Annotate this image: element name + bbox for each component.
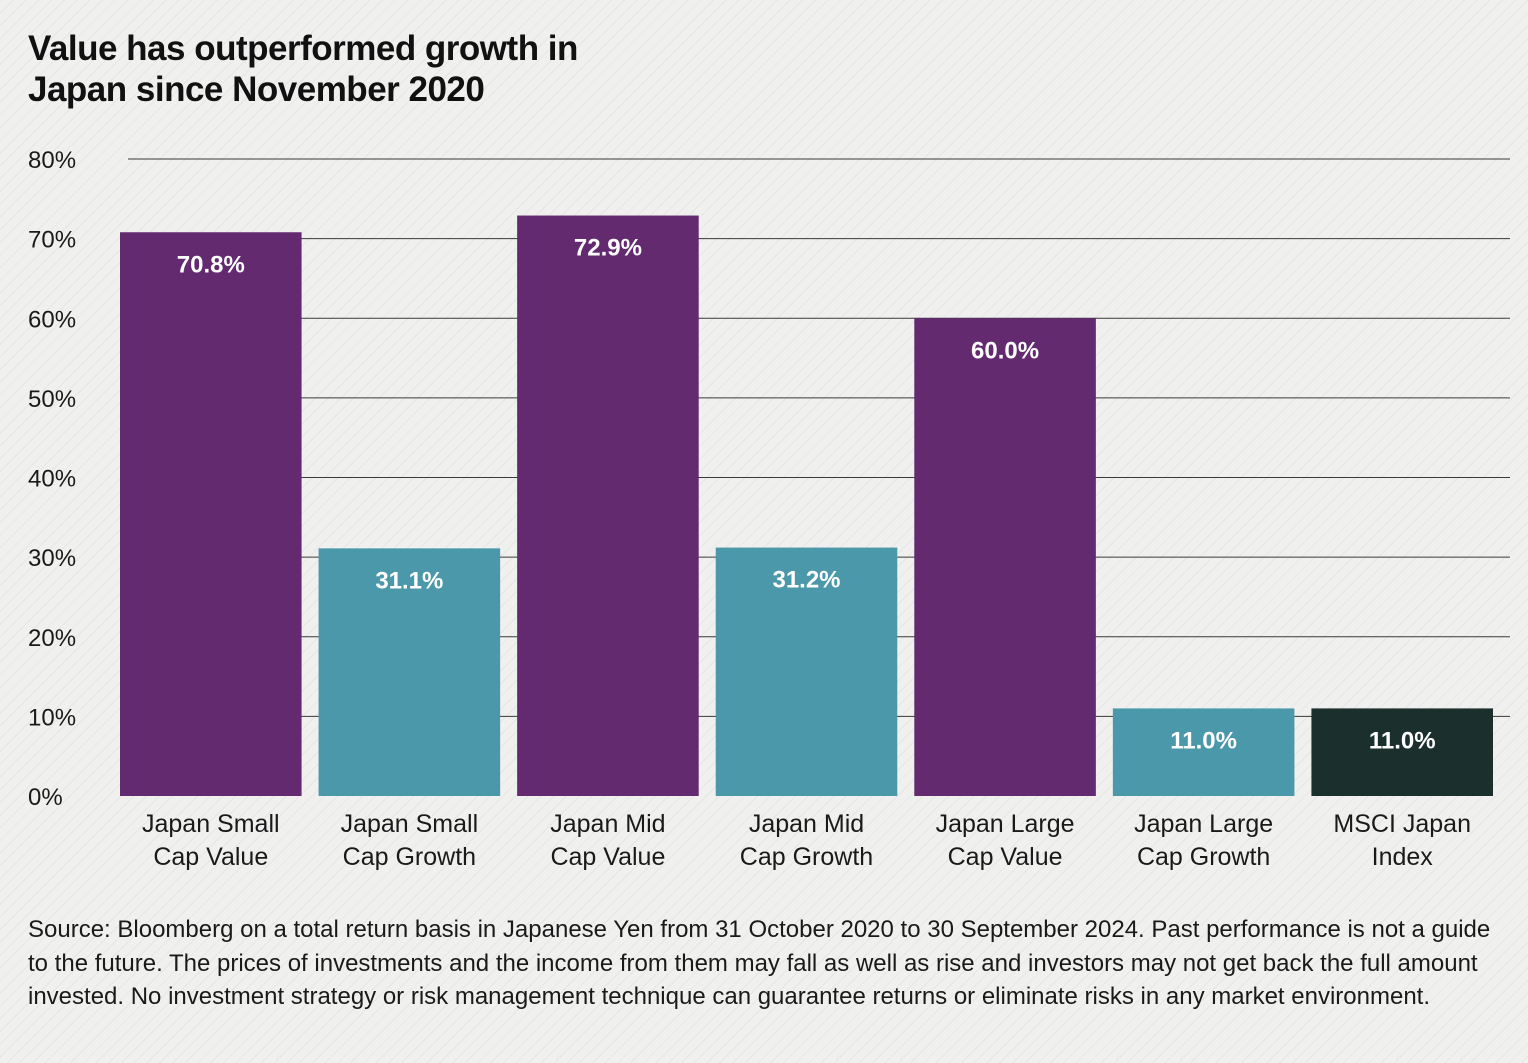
bar-value-label: 60.0% bbox=[971, 337, 1039, 364]
x-category-label: Cap Growth bbox=[1137, 843, 1270, 871]
y-tick-label: 50% bbox=[28, 386, 76, 413]
x-category-label: Japan Mid bbox=[749, 810, 864, 838]
source-note: Source: Bloomberg on a total return basi… bbox=[28, 916, 1491, 1010]
x-category-label: Japan Small bbox=[341, 810, 479, 838]
x-category-label: Japan Mid bbox=[550, 810, 665, 838]
x-category-label: Cap Growth bbox=[343, 843, 476, 871]
bar bbox=[1112, 708, 1295, 796]
chart-title-line-1: Value has outperformed growth in bbox=[28, 29, 578, 68]
chart-title: Value has outperformed growth in Japan s… bbox=[28, 28, 928, 110]
bar bbox=[517, 215, 699, 796]
x-category-label: Cap Value bbox=[153, 843, 268, 871]
bar-value-label: 11.0% bbox=[1369, 727, 1436, 754]
y-tick-label: 0% bbox=[28, 784, 63, 811]
x-category-label: MSCI Japan bbox=[1333, 810, 1471, 838]
x-category-label: Japan Small bbox=[142, 810, 280, 838]
x-category-label: Japan Large bbox=[936, 810, 1075, 838]
y-tick-label: 40% bbox=[28, 466, 76, 493]
bar-chart: 0% 10% 20% 30% 40% 50% 60% 70% 80% 70.8% 31.1% 72.… bbox=[28, 147, 1510, 871]
y-tick-label: 70% bbox=[28, 227, 76, 254]
chart-title-line-2: Japan since November 2020 bbox=[28, 70, 485, 109]
x-category-label: Cap Growth bbox=[740, 843, 873, 871]
bar bbox=[120, 232, 302, 796]
bar bbox=[1311, 708, 1493, 796]
y-tick-label: 10% bbox=[28, 704, 76, 731]
bar-value-label: 31.2% bbox=[772, 567, 840, 594]
x-category-label: Index bbox=[1372, 843, 1434, 871]
bars: 70.8% 31.1% 72.9% 31.2% 60.0% 11.0% 11.0% bbox=[120, 215, 1493, 796]
bar-value-label: 31.1% bbox=[375, 567, 443, 594]
bar bbox=[715, 547, 898, 796]
y-axis-tick-labels: 0% 10% 20% 30% 40% 50% 60% 70% 80% bbox=[28, 147, 76, 811]
x-category-label: Cap Value bbox=[550, 843, 665, 871]
bar bbox=[318, 548, 501, 796]
x-axis-category-labels: Japan Small Cap Value Japan Small Cap Growt… bbox=[142, 810, 1471, 871]
bar-value-label: 70.8% bbox=[177, 251, 245, 278]
bar-value-label: 72.9% bbox=[574, 235, 642, 262]
y-tick-label: 60% bbox=[28, 306, 76, 333]
bar-value-label: 11.0% bbox=[1170, 727, 1237, 754]
x-category-label: Japan Large bbox=[1134, 810, 1273, 838]
bar bbox=[914, 318, 1096, 796]
y-tick-label: 80% bbox=[28, 147, 76, 174]
y-tick-label: 20% bbox=[28, 625, 76, 652]
y-tick-label: 30% bbox=[28, 545, 76, 572]
x-category-label: Cap Value bbox=[948, 843, 1063, 871]
